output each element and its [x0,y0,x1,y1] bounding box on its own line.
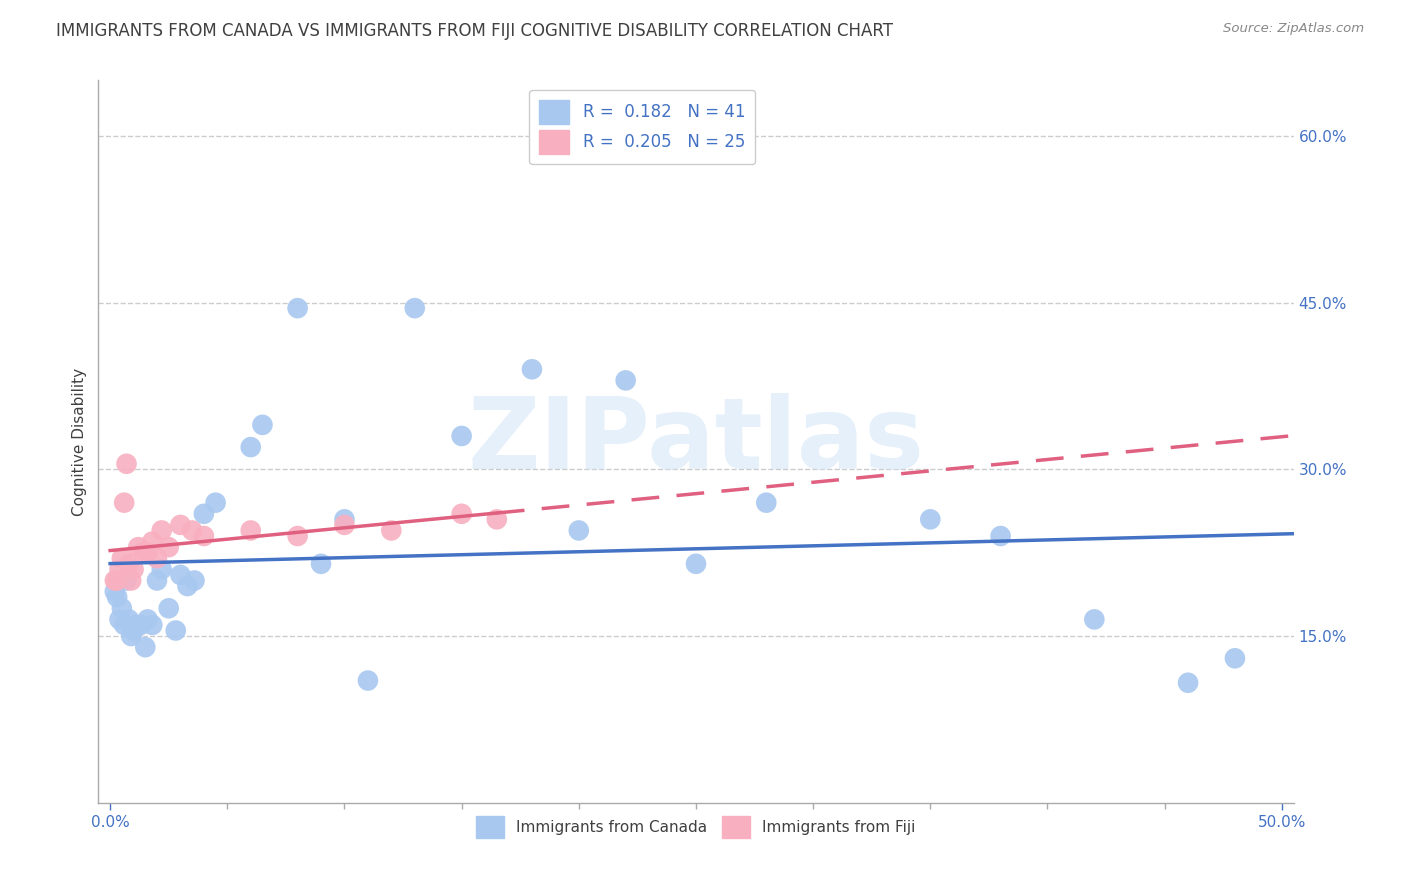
Point [108,562,131,576]
Point [157,540,180,554]
Point [111,601,134,615]
Point [450,507,472,521]
Point [150,562,173,576]
Point [685,557,707,571]
Point [614,373,637,387]
Point [104,574,127,588]
Point [112,496,135,510]
Point [287,301,309,315]
Point [120,574,142,588]
Point [1083,612,1105,626]
Point [141,618,163,632]
Text: Source: ZipAtlas.com: Source: ZipAtlas.com [1223,22,1364,36]
Point [104,584,127,599]
Point [136,612,159,626]
Point [404,301,426,315]
Y-axis label: Cognitive Disability: Cognitive Disability [72,368,87,516]
Point [146,574,169,588]
Point [193,507,215,521]
Point [287,529,309,543]
Point [125,618,148,632]
Point [134,640,156,655]
Point [920,512,942,526]
Point [252,417,274,432]
Point [204,496,226,510]
Point [1177,675,1199,690]
Point [333,517,356,532]
Point [181,524,204,538]
Point [118,612,141,626]
Point [122,562,145,576]
Point [132,546,155,560]
Point [108,612,131,626]
Point [520,362,543,376]
Point [165,624,187,638]
Point [183,574,205,588]
Point [333,512,356,526]
Text: ZIPatlas: ZIPatlas [468,393,924,490]
Point [150,524,173,538]
Point [239,524,262,538]
Point [169,568,191,582]
Point [990,529,1012,543]
Point [105,574,128,588]
Point [169,517,191,532]
Point [122,624,145,638]
Point [157,601,180,615]
Point [176,579,198,593]
Text: IMMIGRANTS FROM CANADA VS IMMIGRANTS FROM FIJI COGNITIVE DISABILITY CORRELATION : IMMIGRANTS FROM CANADA VS IMMIGRANTS FRO… [56,22,893,40]
Point [129,618,152,632]
Point [1223,651,1246,665]
Point [118,557,141,571]
Point [136,546,159,560]
Point [450,429,472,443]
Point [127,540,149,554]
Point [115,457,138,471]
Point [193,529,215,543]
Point [309,557,332,571]
Point [755,496,778,510]
Point [115,574,138,588]
Point [112,618,135,632]
Point [485,512,508,526]
Point [146,551,169,566]
Point [239,440,262,454]
Point [105,590,128,604]
Point [111,551,134,566]
Point [120,629,142,643]
Legend: Immigrants from Canada, Immigrants from Fiji: Immigrants from Canada, Immigrants from … [468,809,924,846]
Point [568,524,591,538]
Point [357,673,380,688]
Point [141,534,163,549]
Point [380,524,402,538]
